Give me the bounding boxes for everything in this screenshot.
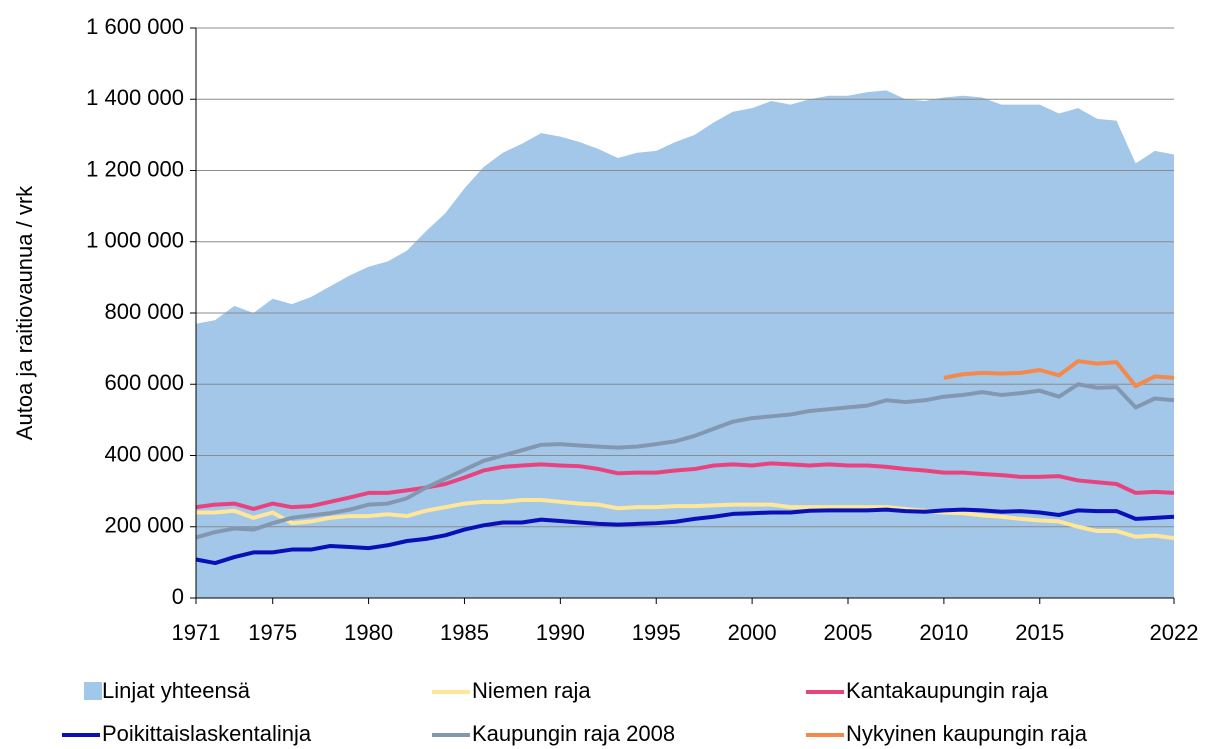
y-tick-label: 1 400 000	[86, 85, 184, 110]
legend-label: Kantakaupungin raja	[846, 678, 1049, 703]
x-tick-label: 1971	[172, 620, 221, 645]
x-tick-label: 1975	[248, 620, 297, 645]
legend-label: Poikittaislaskentalinja	[102, 721, 312, 746]
x-tick-label: 1995	[632, 620, 681, 645]
y-tick-label: 1 600 000	[86, 14, 184, 39]
line	[195, 461, 1175, 511]
x-tick-label: 1980	[344, 620, 393, 645]
x-tick-label: 2022	[1150, 620, 1199, 645]
legend-label: Linjat yhteensä	[102, 678, 251, 703]
x-tick-label: 2015	[1015, 620, 1064, 645]
x-tick-label: 2005	[824, 620, 873, 645]
x-tick-label: 2000	[728, 620, 777, 645]
y-tick-label: 1 000 000	[86, 228, 184, 253]
y-axis-label: Autoa ja raitiovaunua / vrk	[12, 185, 37, 440]
line	[195, 507, 1175, 566]
line	[195, 382, 1175, 540]
y-tick-label: 800 000	[104, 299, 184, 324]
legend-label: Niemen raja	[472, 678, 591, 703]
line	[943, 359, 1175, 389]
y-tick-label: 0	[172, 584, 184, 609]
y-tick-label: 600 000	[104, 370, 184, 395]
legend-swatch	[84, 682, 102, 700]
x-tick-label: 2010	[919, 620, 968, 645]
x-tick-label: 1990	[536, 620, 585, 645]
legend-label: Nykyinen kaupungin raja	[846, 721, 1088, 746]
line	[196, 498, 1175, 541]
y-tick-label: 200 000	[104, 513, 184, 538]
x-tick-label: 1985	[440, 620, 489, 645]
legend-label: Kaupungin raja 2008	[472, 721, 675, 746]
y-tick-label: 1 200 000	[86, 156, 184, 181]
y-tick-label: 400 000	[104, 441, 184, 466]
